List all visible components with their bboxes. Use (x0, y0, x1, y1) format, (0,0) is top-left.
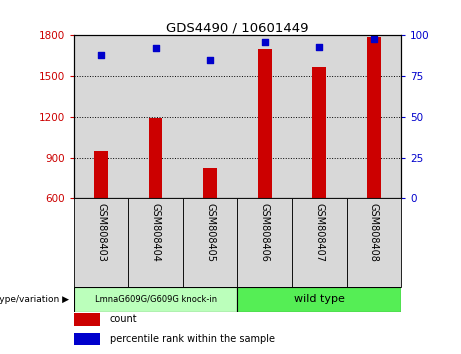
Bar (149, 118, 162, 198)
Bar (203, 169, 217, 198)
Bar (292, 198, 347, 287)
Bar (367, 37, 381, 198)
Text: GSM808405: GSM808405 (205, 202, 215, 262)
Text: GSM808408: GSM808408 (369, 202, 379, 262)
Bar (74, 333, 100, 345)
Bar (94, 151, 108, 198)
Text: GSM808403: GSM808403 (96, 202, 106, 262)
Bar (237, 198, 292, 287)
Point (370, 36, 378, 41)
Bar (128, 198, 183, 287)
Bar (74, 198, 128, 287)
Point (315, 44, 323, 50)
Text: GSM808404: GSM808404 (151, 202, 160, 262)
Bar (74, 287, 237, 312)
Text: count: count (110, 314, 137, 325)
Bar (258, 49, 272, 198)
Point (207, 57, 214, 63)
Point (152, 46, 159, 51)
Bar (183, 198, 237, 287)
Text: genotype/variation ▶: genotype/variation ▶ (0, 295, 69, 304)
Title: GDS4490 / 10601449: GDS4490 / 10601449 (166, 21, 309, 34)
Point (261, 39, 268, 45)
Text: GSM808406: GSM808406 (260, 202, 270, 262)
Text: LmnaG609G/G609G knock-in: LmnaG609G/G609G knock-in (95, 295, 217, 304)
Text: wild type: wild type (294, 294, 345, 304)
Text: percentile rank within the sample: percentile rank within the sample (110, 334, 275, 344)
Bar (74, 313, 100, 326)
Bar (347, 198, 401, 287)
Bar (237, 287, 401, 312)
Point (97, 52, 105, 58)
Text: GSM808407: GSM808407 (314, 202, 324, 262)
Bar (313, 67, 326, 198)
